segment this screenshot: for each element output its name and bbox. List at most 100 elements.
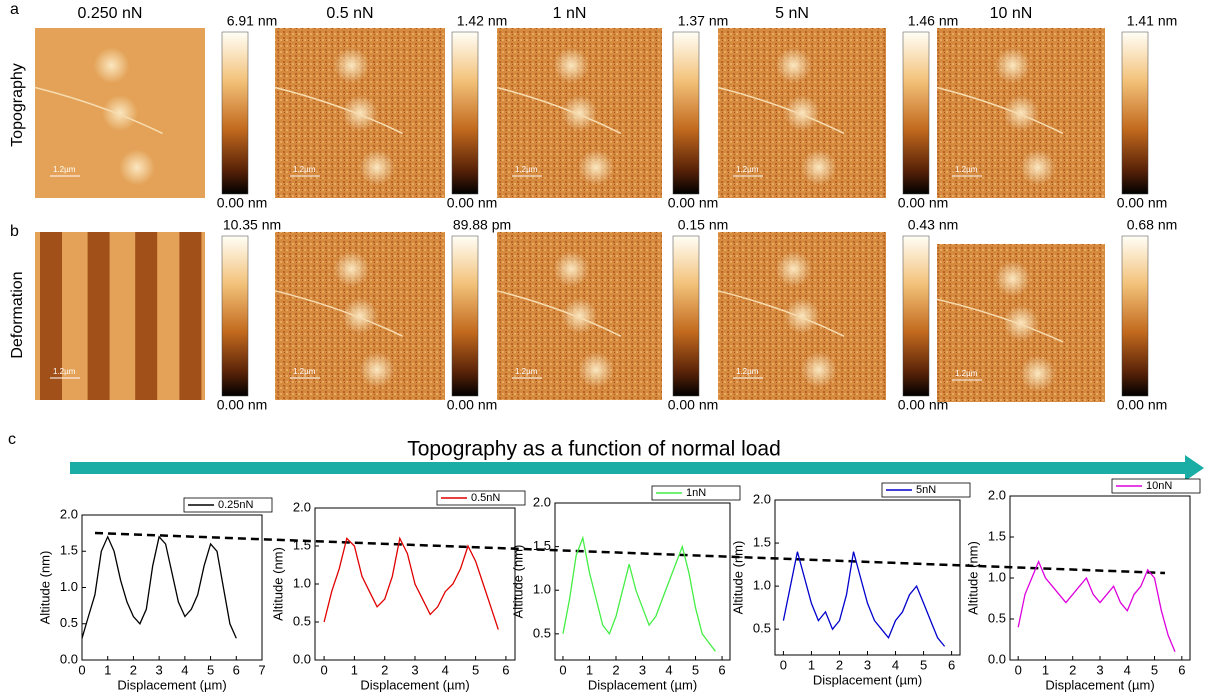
colorbar [902,31,930,195]
x-tick-label: 6 [233,662,240,677]
x-tick-label: 6 [502,662,509,677]
load-label: 1 nN [553,5,587,22]
colorbar-max: 0.15 nm [678,217,729,233]
colorbar-min: 0.00 nm [217,195,268,211]
y-tick-label: 2.0 [988,487,1006,502]
afm-crack [274,86,403,135]
data-line [562,535,716,652]
colorbar-min: 0.00 nm [668,397,719,413]
legend-label: 0.25nN [218,499,254,511]
colorbar-min: 0.00 nm [217,397,268,413]
afm-feature [800,149,837,186]
load-label: 0.250 nN [78,5,143,22]
y-tick-label: 0.5 [293,613,311,628]
afm-feature [119,149,155,186]
legend-box [183,497,273,513]
panel-label: c [8,431,16,448]
scale-bar-label: 1.2µm [293,165,316,174]
scale-bar-label: 1.2µm [955,165,978,174]
scale-bar-label: 1.2µm [955,369,978,378]
afm-feature [359,351,395,388]
afm-feature [561,95,598,131]
afm-feature [342,95,378,131]
afm-feature [784,298,820,334]
x-tick-label: 5 [207,662,214,677]
y-tick-label: 0.5 [753,621,771,636]
x-axis-label: Displacement (µm) [813,672,922,687]
y-tick-label: 2.0 [533,494,551,509]
x-tick-label: 1 [351,662,358,677]
colorbar [1121,31,1149,195]
afm-stripe [135,232,158,400]
x-tick-label: 5 [472,662,479,677]
load-label: 0.5 nN [326,5,373,22]
y-tick-label: 0.5 [60,615,78,630]
colorbar-min: 0.00 nm [668,195,719,211]
x-tick-label: 5 [1151,662,1158,677]
row-label: Deformation [9,271,26,358]
legend-box [436,490,526,506]
x-tick-label: 4 [181,662,188,677]
legend-box [1111,478,1201,494]
colorbar-min: 0.00 nm [898,195,949,211]
load-arrow [70,462,1185,474]
y-axis-label: Altitude (nm) [730,541,745,615]
legend-label: 10nN [1146,480,1172,492]
y-tick-label: 0.0 [988,651,1006,666]
y-tick-label: 1.5 [533,538,551,553]
colorbar-max: 1.42 nm [457,13,508,29]
colorbar-min: 0.00 nm [1117,195,1168,211]
x-tick-label: 4 [1124,662,1131,677]
y-tick-label: 2.0 [60,506,78,521]
afm-feature [553,250,590,287]
data-line [1017,559,1176,653]
y-tick-label: 0.5 [988,610,1006,625]
load-label: 5 nN [775,5,809,22]
x-tick-label: 2 [381,662,388,677]
y-axis-label: Altitude (nm) [270,547,285,621]
x-axis-label: Displacement (µm) [360,677,469,692]
plot-frame [774,499,961,656]
x-tick-label: 0 [320,662,327,677]
x-tick-label: 6 [948,657,955,672]
colorbar-max: 0.43 nm [908,217,959,233]
colorbar-max: 1.41 nm [1127,13,1178,29]
afm-crack [274,290,403,337]
x-tick-label: 0 [559,662,566,677]
scale-bar-label: 1.2µm [53,367,76,376]
afm-feature [342,298,378,334]
x-axis-label: Displacement (µm) [1045,677,1154,692]
afm-feature [561,298,598,334]
colorbar-min: 0.00 nm [898,397,949,413]
x-tick-label: 2 [612,662,619,677]
colorbar [451,235,479,397]
colorbar-min: 0.00 nm [447,397,498,413]
x-tick-label: 3 [864,657,871,672]
x-tick-label: 5 [920,657,927,672]
legend-label: 1nN [686,487,706,499]
row-label: Topography [9,63,26,147]
afm-feature [1019,355,1056,392]
colorbar-max: 1.37 nm [678,13,729,29]
legend-label: 0.5nN [471,492,500,504]
colorbar-min: 0.00 nm [1117,397,1168,413]
x-tick-label: 1 [808,657,815,672]
scale-bar-label: 1.2µm [293,367,316,376]
x-tick-label: 1 [586,662,593,677]
y-tick-label: 1.5 [753,534,771,549]
afm-feature [93,47,130,84]
colorbar [902,235,930,397]
afm-feature [578,149,614,186]
afm-feature [800,351,837,388]
x-tick-label: 4 [442,662,449,677]
afm-stripe [40,232,62,400]
x-tick-label: 4 [892,657,899,672]
afm-feature [333,47,370,84]
colorbar-max: 1.46 nm [908,13,959,29]
afm-feature [1003,95,1039,131]
x-tick-label: 1 [1042,662,1049,677]
afm-crack [936,298,1064,343]
trend-line [94,531,1166,575]
x-tick-label: 0 [1015,662,1022,677]
